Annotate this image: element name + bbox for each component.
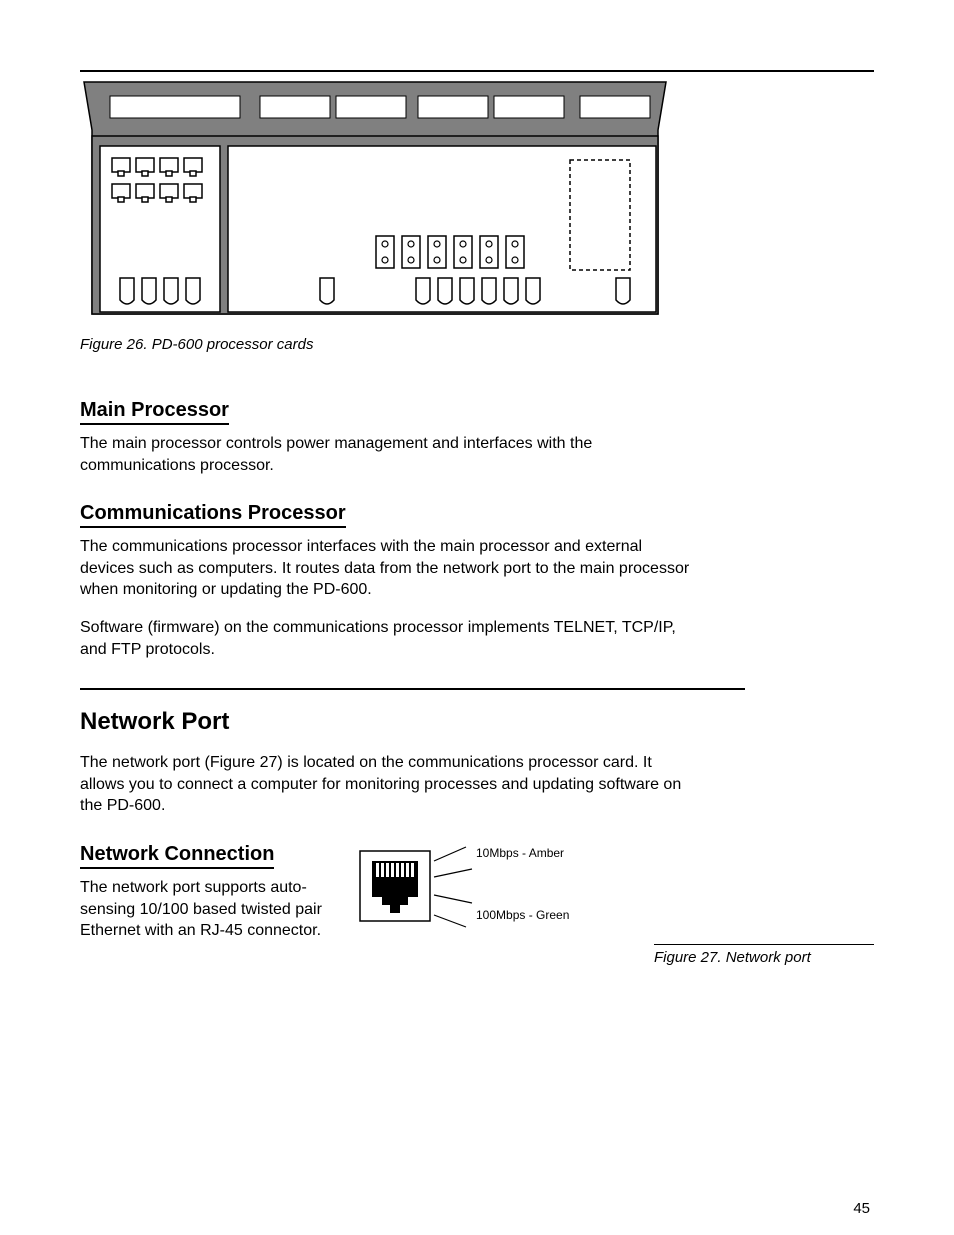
network-port-body: The network port (Figure 27) is located …: [80, 752, 700, 817]
led-label-top: 10Mbps - Amber: [476, 846, 564, 860]
section-title-network-connection: Network Connection: [80, 843, 274, 869]
led-label-bottom: 100Mbps - Green: [476, 908, 569, 922]
chassis-diagram: [80, 78, 670, 318]
connector-stub: [142, 278, 156, 304]
heading-network-port: Network Port: [80, 708, 874, 736]
connector-stub: [504, 278, 518, 304]
left-processor-card: [100, 146, 220, 312]
header-block: [506, 236, 524, 268]
figure-26-caption: Figure 26. PD-600 processor cards: [80, 336, 874, 353]
led-rays: [434, 847, 472, 927]
connector-stub: [526, 278, 540, 304]
connector-stub: [186, 278, 200, 304]
connector-stub: [120, 278, 134, 304]
vent-slot: [494, 96, 564, 118]
comm-processor-body-1: The communications processor interfaces …: [80, 536, 700, 601]
connector-stub: [164, 278, 178, 304]
section-title-comm-processor: Communications Processor: [80, 502, 346, 528]
connector-stub: [460, 278, 474, 304]
header-block: [376, 236, 394, 268]
vent-slot: [110, 96, 240, 118]
figure-27-caption: Figure 27. Network port: [654, 944, 874, 966]
connector-stub: [438, 278, 452, 304]
header-block: [428, 236, 446, 268]
vent-slot: [580, 96, 650, 118]
page-number: 45: [853, 1200, 870, 1217]
right-processor-card: [228, 146, 656, 312]
header-block: [480, 236, 498, 268]
vent-slot: [260, 96, 330, 118]
top-rule: [80, 70, 874, 72]
vent-slot: [418, 96, 488, 118]
main-processor-body: The main processor controls power manage…: [80, 433, 700, 476]
network-connection-body: The network port supports auto-sensing 1…: [80, 877, 328, 942]
header-block: [402, 236, 420, 268]
vent-slot: [336, 96, 406, 118]
chassis-svg: [80, 78, 670, 318]
header-block: [454, 236, 472, 268]
figure-27-svg: 10Mbps - Amber 100Mbps - Green: [354, 833, 574, 943]
section-title-main-processor: Main Processor: [80, 399, 229, 425]
connector-stub: [482, 278, 496, 304]
comm-processor-body-2: Software (firmware) on the communication…: [80, 617, 700, 660]
connector-stub: [320, 278, 334, 304]
connector-stub: [616, 278, 630, 304]
section-divider: [80, 688, 745, 690]
connector-stub: [416, 278, 430, 304]
